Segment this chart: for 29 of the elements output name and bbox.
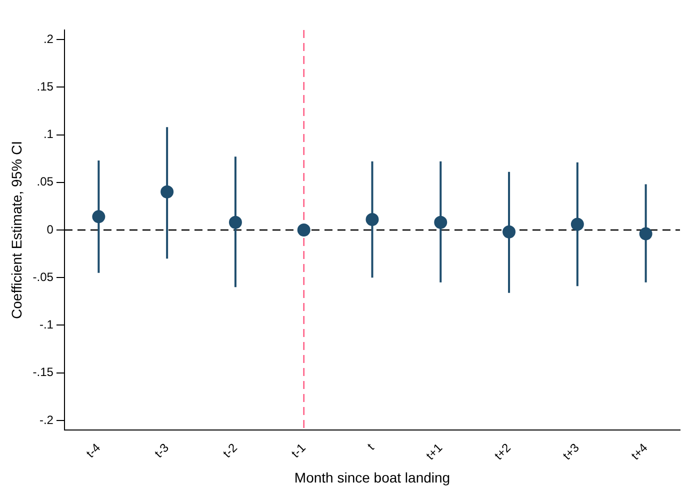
point xyxy=(228,216,242,229)
x-tick-label: t-4 xyxy=(83,440,104,460)
point xyxy=(366,213,379,226)
y-tick-label: -.2 xyxy=(39,412,54,427)
point xyxy=(160,185,174,198)
x-tick-label: t+3 xyxy=(560,440,582,463)
x-tick-label: t+2 xyxy=(492,440,514,463)
x-tick-label: t-1 xyxy=(288,440,309,460)
x-tick-label: t+4 xyxy=(628,440,650,463)
y-tick-label: .05 xyxy=(36,174,54,189)
y-tick-label: .1 xyxy=(43,127,54,142)
x-tick-label: t-2 xyxy=(220,440,240,460)
y-tick-label: .2 xyxy=(43,32,54,46)
point xyxy=(570,218,584,231)
point xyxy=(297,223,310,236)
point xyxy=(434,216,448,229)
point xyxy=(639,227,652,240)
x-tick-label: t-3 xyxy=(152,440,172,460)
y-axis-title: Coefficient Estimate, 95% CI xyxy=(8,141,24,319)
point xyxy=(502,225,516,238)
y-tick-label: .15 xyxy=(36,79,54,94)
point xyxy=(92,210,106,224)
x-tick-label: t xyxy=(364,440,378,453)
y-tick-label: -.15 xyxy=(32,365,54,380)
x-axis-title: Month since boat landing xyxy=(294,469,450,486)
y-tick-label: 0 xyxy=(46,222,54,236)
x-tick-label: t+1 xyxy=(423,440,446,463)
y-tick-label: -.05 xyxy=(32,270,54,284)
y-tick-label: -.1 xyxy=(39,318,54,332)
